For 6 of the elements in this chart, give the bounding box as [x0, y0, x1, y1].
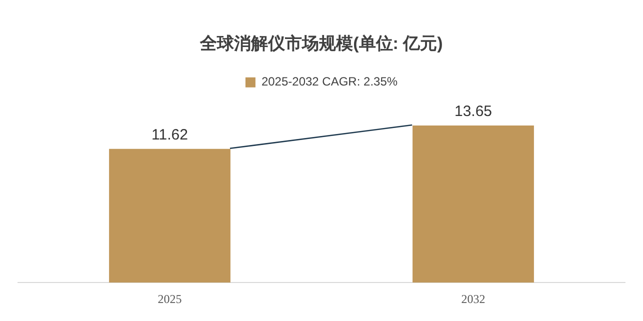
data-label: 11.62: [152, 126, 188, 144]
chart-title: 全球消解仪市场规模(单位: 亿元): [199, 34, 443, 53]
data-label: 13.65: [454, 103, 492, 120]
x-tick-label: 2025: [158, 292, 182, 306]
x-tick-label: 2032: [461, 292, 486, 306]
legend-label: 2025-2032 CAGR: 2.35%: [261, 74, 398, 89]
